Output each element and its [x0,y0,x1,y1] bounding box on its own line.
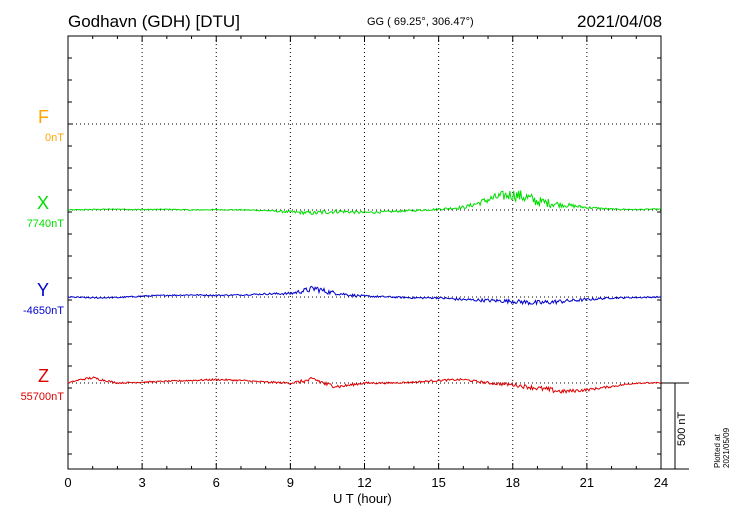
plot-date: 2021/04/08 [577,12,663,31]
x-tick-label-0: 0 [64,475,71,490]
x-tick-label-18: 18 [506,475,520,490]
channel-baseline-y: -4650nT [23,305,64,317]
x-tick-label-9: 9 [287,475,294,490]
plotted-timestamp: Plotted at 2021/05/09 01:33 UT [713,427,730,468]
geographic-coords: GG ( 69.25°, 306.47°) [367,16,474,28]
x-tick-label-6: 6 [213,475,220,490]
x-ticks: 0 3 6 9 12 15 18 21 24 [64,36,668,490]
x-tick-label-21: 21 [580,475,594,490]
scale-bar [661,382,689,470]
channel-letter-z: Z [38,366,49,386]
station-title: Godhavn (GDH) [DTU] [68,12,240,31]
trace-x [67,190,662,216]
grid [68,36,661,469]
trace-z [67,376,662,394]
channel-baseline-x: 7740nT [26,218,64,230]
x-tick-label-12: 12 [357,475,371,490]
x-axis-label: U T (hour) [333,491,392,506]
channel-letter-y: Y [36,280,49,300]
scale-label: 500 nT [676,411,688,446]
channel-letter-x: X [36,193,49,213]
channel-letter-f: F [38,107,49,127]
trace-y [67,285,662,306]
series-group [67,190,662,394]
channel-baseline-z: 55700nT [20,391,64,403]
x-tick-label-24: 24 [654,475,668,490]
channel-baseline-f: 0nT [45,132,64,144]
x-tick-label-3: 3 [139,475,146,490]
x-tick-label-15: 15 [431,475,445,490]
